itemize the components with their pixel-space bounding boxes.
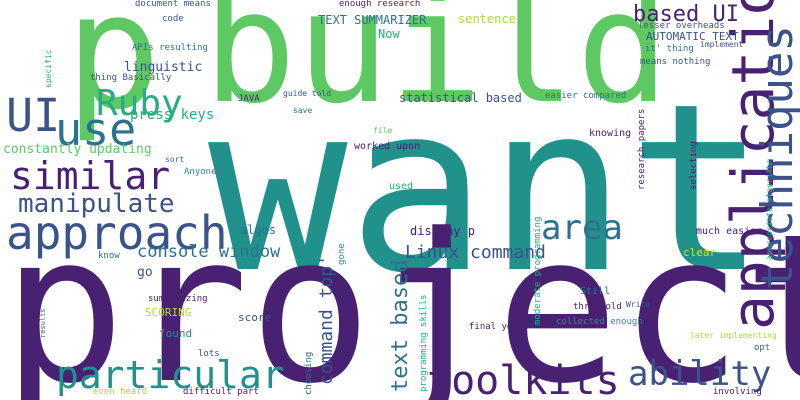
word: it' thing [645,44,694,54]
word: lots [198,349,220,359]
word: guide told [283,89,332,98]
word: collected enough [556,317,643,327]
word: command top' [316,254,337,385]
word: console window [137,242,281,262]
word: algos [240,223,277,237]
word: gone [337,243,347,265]
word: area [541,208,623,248]
word: thing Basically [90,73,172,83]
word: text based [388,259,413,392]
word: Ruby [96,83,183,124]
word: file [373,126,393,135]
word: toolkits [427,358,620,400]
word: code [162,14,184,24]
word: sort [165,155,185,164]
word: lesser overheads [638,21,725,31]
word: programming skills [419,294,429,392]
word: research papers [637,108,647,190]
word: JAVA [238,94,260,104]
word: want [208,54,767,324]
word: final year [469,322,524,332]
word: means nothing [640,57,711,67]
word: difficult part [183,387,259,397]
word: threshold [573,302,622,312]
word: implement [700,40,744,49]
word: press keys [130,107,215,123]
word: APIs resulting [132,43,208,53]
word: much easier [696,226,763,237]
word: go [137,265,153,280]
word: know [98,251,120,261]
word: display p [410,224,476,238]
word: selecting [689,141,699,190]
word: similar [10,154,171,198]
word: project [2,191,800,400]
word: AUTOMATIC TEXT [646,30,739,43]
word: Now [378,27,400,41]
word: clear [683,246,717,259]
word: use [55,103,137,156]
word: approach [6,206,228,260]
word: particular [56,353,285,397]
word: Still [580,286,611,297]
word: appropriate algorithm [765,158,774,260]
word: Anyone [184,167,217,177]
word: sentence [458,12,516,26]
word: statistical based [399,91,522,105]
word: SCORING [145,306,192,319]
word: found [159,327,193,340]
word: TEXT SUMMARIZER [318,13,427,27]
word: easier compared [545,91,627,101]
word: Linux command [405,242,546,263]
word: techniques [752,25,800,290]
word: build [203,0,670,138]
word: even heard [93,387,148,397]
word: p [65,0,162,145]
word: choosing [304,351,314,395]
word: document means [135,0,211,9]
word: results [39,308,47,338]
word: enough research [339,0,421,9]
word: moderate programming [533,216,543,325]
word: summarizing [148,294,208,304]
word: knowing [589,128,632,139]
word: used [389,181,414,192]
word: Write [626,300,651,309]
word: worked upon [354,141,421,152]
word: score [238,311,272,324]
word: linguistic [124,60,203,75]
word: manipulate [18,189,175,219]
word: later implementing [690,331,777,340]
word: UI [6,89,61,142]
word: specific [44,49,53,88]
word: constantly updating [3,142,152,157]
word: ability [628,354,772,394]
word: save [293,106,313,115]
word: based UI [633,2,739,27]
word: involving [713,387,762,397]
word: opt [754,343,771,353]
